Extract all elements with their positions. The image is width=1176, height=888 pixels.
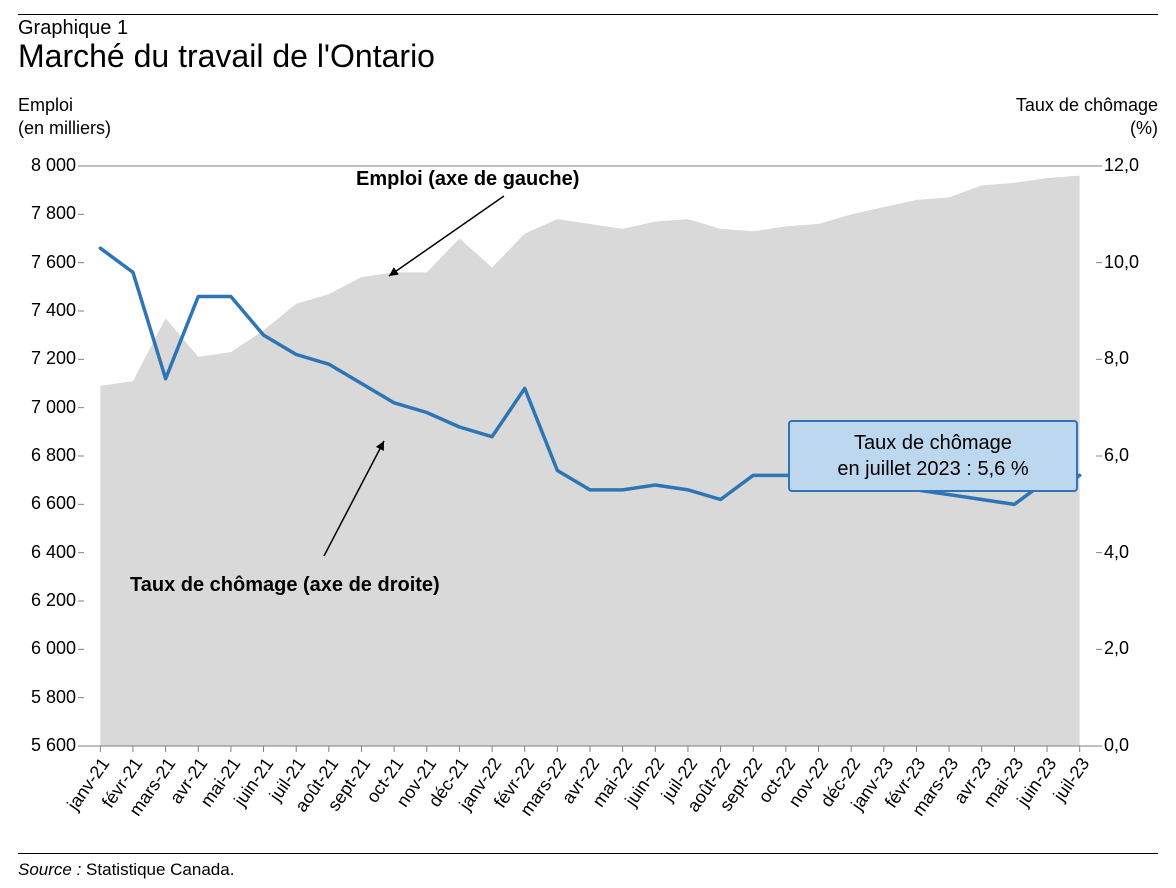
ytick-right-label: 6,0 <box>1104 445 1164 466</box>
ytick-left-label: 7 200 <box>6 348 76 369</box>
ytick-right-label: 10,0 <box>1104 252 1164 273</box>
callout-line1: Taux de chômage <box>854 432 1012 454</box>
y-left-axis-title-l1: Emploi <box>18 95 73 115</box>
ytick-left-label: 6 800 <box>6 445 76 466</box>
callout-line2: en juillet 2023 : 5,6 % <box>837 458 1028 480</box>
ytick-left-label: 7 400 <box>6 300 76 321</box>
ytick-left-label: 5 600 <box>6 735 76 756</box>
ytick-right-label: 4,0 <box>1104 542 1164 563</box>
callout-box: Taux de chômage en juillet 2023 : 5,6 % <box>788 420 1078 492</box>
ytick-left-label: 7 800 <box>6 203 76 224</box>
ytick-left-label: 6 200 <box>6 590 76 611</box>
ytick-right-label: 12,0 <box>1104 155 1164 176</box>
ytick-right-label: 0,0 <box>1104 735 1164 756</box>
ytick-left-label: 6 000 <box>6 638 76 659</box>
ytick-left-label: 6 600 <box>6 493 76 514</box>
ytick-left-label: 7 000 <box>6 397 76 418</box>
y-left-axis-title: Emploi (en milliers) <box>18 94 1158 139</box>
ytick-left-label: 8 000 <box>6 155 76 176</box>
source-line: Source : Statistique Canada. <box>18 860 234 880</box>
ytick-left-label: 5 800 <box>6 687 76 708</box>
y-right-axis-title-l1: Taux de chômage <box>1016 95 1158 115</box>
series-label-emploi: Emploi (axe de gauche) <box>356 168 579 191</box>
ytick-right-label: 8,0 <box>1104 348 1164 369</box>
ytick-left-label: 7 600 <box>6 252 76 273</box>
chart-title: Marché du travail de l'Ontario <box>18 38 1158 75</box>
rule-top <box>18 14 1158 15</box>
y-right-axis-title-l2: (%) <box>1130 118 1158 138</box>
y-right-axis-title: Taux de chômage (%) <box>1016 94 1158 139</box>
y-left-axis-title-l2: (en milliers) <box>18 118 111 138</box>
ytick-left-label: 6 400 <box>6 542 76 563</box>
x-axis-labels: janv-21févr-21mars-21avr-21mai-21juin-21… <box>84 748 1096 844</box>
ytick-right-label: 2,0 <box>1104 638 1164 659</box>
chart-supertitle: Graphique 1 <box>18 17 1158 40</box>
rule-bottom <box>18 853 1158 854</box>
series-label-chomage: Taux de chômage (axe de droite) <box>130 574 440 597</box>
source-text: Statistique Canada. <box>86 860 234 879</box>
source-label: Source : <box>18 860 86 879</box>
